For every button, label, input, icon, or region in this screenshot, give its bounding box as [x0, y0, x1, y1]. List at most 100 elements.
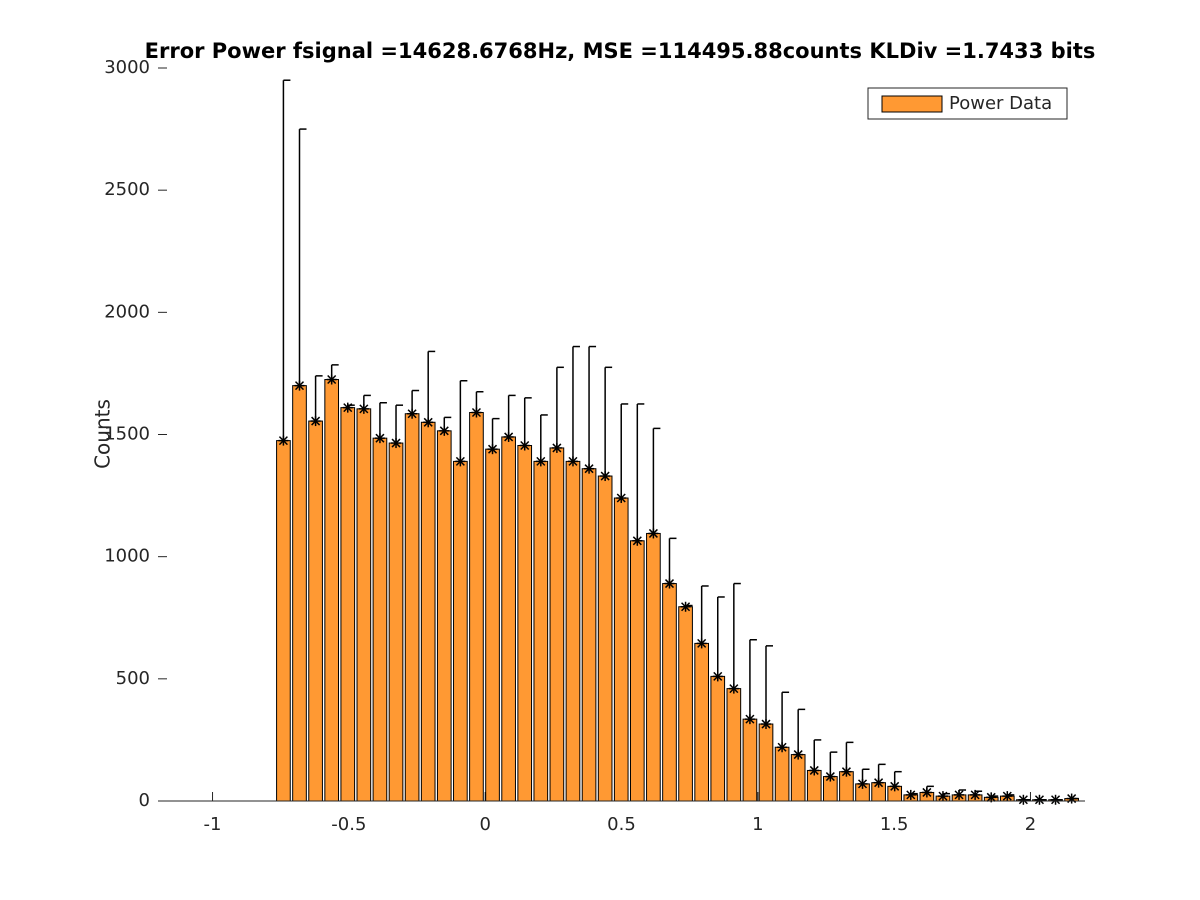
- bar: [662, 583, 677, 802]
- error-bar: [407, 389, 420, 419]
- bar: [372, 437, 388, 802]
- bar: [629, 540, 645, 802]
- y-tick-label: 3000: [104, 57, 150, 78]
- error-bar: [986, 792, 999, 803]
- error-bar: [326, 364, 339, 385]
- error-bar: [503, 394, 516, 442]
- error-bar: [439, 416, 452, 436]
- error-bar: [1018, 794, 1031, 805]
- error-bar: [954, 789, 967, 800]
- error-bar: [809, 739, 822, 776]
- bar: [485, 448, 500, 802]
- error-bar: [744, 638, 757, 725]
- error-bar: [857, 768, 870, 789]
- error-bar: [712, 596, 725, 682]
- error-bar: [358, 394, 371, 414]
- error-bar: [487, 417, 500, 455]
- bar: [565, 460, 581, 802]
- bar: [356, 408, 372, 802]
- error-bar: [921, 785, 934, 798]
- error-bar: [825, 751, 838, 782]
- error-bar: [600, 366, 613, 482]
- error-bar: [761, 645, 774, 730]
- bar: [678, 606, 693, 802]
- error-bar: [1066, 793, 1079, 804]
- bar: [388, 442, 404, 802]
- error-bar: [294, 128, 307, 391]
- error-bar: [391, 404, 404, 449]
- error-bar: [648, 427, 661, 539]
- y-tick-label: 2500: [104, 179, 150, 200]
- error-bar: [970, 789, 983, 800]
- x-tick-label: 1: [752, 814, 763, 835]
- bar: [597, 475, 613, 802]
- y-tick-label: 2000: [104, 301, 150, 322]
- bar: [420, 421, 436, 802]
- error-bar: [616, 403, 629, 504]
- bar: [517, 444, 533, 802]
- x-tick-label: 0.5: [607, 814, 636, 835]
- bar: [453, 460, 468, 802]
- error-bar: [278, 79, 291, 446]
- error-bar: [342, 402, 355, 413]
- bar: [710, 675, 726, 802]
- error-bar: [680, 601, 693, 612]
- x-tick-label: 2: [1025, 814, 1036, 835]
- error-bar: [310, 375, 323, 427]
- error-bar: [1034, 794, 1047, 805]
- bar: [308, 420, 323, 802]
- bar: [758, 723, 774, 802]
- bar: [436, 430, 452, 802]
- error-bar: [1050, 794, 1063, 805]
- error-bar: [777, 691, 790, 753]
- bar: [533, 460, 549, 802]
- bar: [469, 412, 484, 802]
- error-bar: [455, 379, 468, 467]
- error-bar: [937, 791, 950, 802]
- y-tick-label: 1500: [104, 424, 150, 445]
- error-bar: [873, 763, 886, 788]
- bar: [581, 468, 597, 802]
- bar: [324, 379, 340, 802]
- error-bar: [423, 350, 436, 428]
- bar: [790, 754, 806, 802]
- x-tick-label: -0.5: [331, 814, 366, 835]
- y-axis-label: Counts: [91, 399, 115, 469]
- bar: [501, 436, 516, 802]
- x-tick-label: -1: [204, 814, 222, 835]
- bar: [404, 413, 420, 802]
- x-tick-label: 1.5: [880, 814, 909, 835]
- bar: [276, 440, 291, 802]
- error-bar: [567, 345, 580, 467]
- error-bar: [841, 741, 854, 777]
- error-bar: [889, 770, 902, 792]
- error-bar: [696, 585, 709, 649]
- chart-title: Error Power fsignal =14628.6768Hz, MSE =…: [145, 39, 1096, 63]
- y-tick-label: 500: [116, 668, 150, 689]
- bar: [549, 447, 565, 802]
- bar: [742, 718, 758, 802]
- legend-swatch: [881, 95, 943, 113]
- y-tick-label: 0: [139, 790, 150, 811]
- error-bar: [519, 397, 532, 451]
- error-bar: [374, 401, 387, 444]
- y-tick-label: 1000: [104, 546, 150, 567]
- error-bar: [471, 390, 484, 418]
- error-bar: [632, 403, 645, 546]
- error-bar: [535, 414, 548, 467]
- bar: [340, 407, 356, 802]
- error-bar: [905, 789, 918, 800]
- error-bar: [664, 537, 677, 589]
- x-tick-label: 0: [479, 814, 490, 835]
- bar: [774, 746, 790, 802]
- bar: [292, 385, 307, 802]
- error-bar: [1002, 791, 1015, 802]
- error-bar: [793, 708, 806, 760]
- bar: [646, 532, 661, 802]
- error-bar: [551, 366, 564, 453]
- bar: [726, 688, 742, 802]
- error-bar: [584, 345, 597, 474]
- legend-label: Power Data: [949, 93, 1052, 114]
- error-bar: [728, 582, 741, 694]
